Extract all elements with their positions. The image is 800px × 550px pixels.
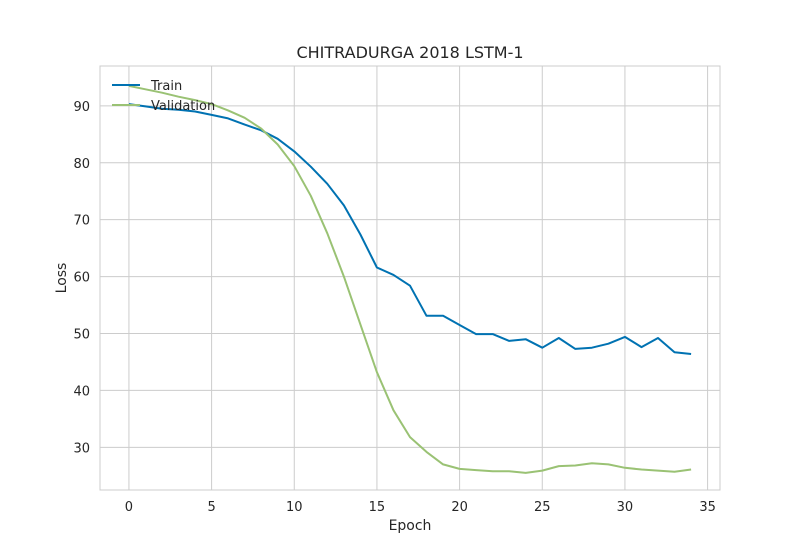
y-tick-label: 50	[73, 327, 90, 342]
y-tick-label: 80	[73, 157, 90, 172]
x-tick-label: 0	[125, 500, 133, 515]
x-tick-labels: 0 5 10 15 20 25 30 35	[125, 500, 716, 515]
y-tick-label: 30	[73, 441, 90, 456]
x-tick-label: 25	[534, 500, 551, 515]
x-tick-label: 35	[699, 500, 716, 515]
y-tick-label: 90	[73, 100, 90, 115]
y-axis-label: Loss	[54, 263, 70, 294]
grid	[100, 66, 720, 490]
legend: Train Validation	[112, 79, 215, 114]
legend-label-train: Train	[150, 79, 182, 94]
y-tick-label: 60	[73, 271, 90, 286]
x-axis-label: Epoch	[389, 518, 432, 534]
series-line-train	[128, 103, 692, 355]
y-tick-label: 40	[73, 384, 90, 399]
legend-label-validation: Validation	[151, 99, 215, 114]
plot-frame	[99, 65, 721, 491]
x-tick-label: 5	[207, 500, 215, 515]
series-lines	[128, 84, 692, 474]
y-tick-label: 70	[73, 214, 90, 229]
x-tick-label: 10	[286, 500, 303, 515]
y-tick-labels: 30 40 50 60 70 80 90	[73, 100, 90, 456]
chart-title: CHITRADURGA 2018 LSTM-1	[296, 43, 523, 62]
x-tick-label: 30	[617, 500, 634, 515]
plot-area	[100, 66, 720, 490]
x-tick-label: 15	[369, 500, 386, 515]
x-tick-label: 20	[451, 500, 468, 515]
series-line-validation	[128, 84, 692, 474]
